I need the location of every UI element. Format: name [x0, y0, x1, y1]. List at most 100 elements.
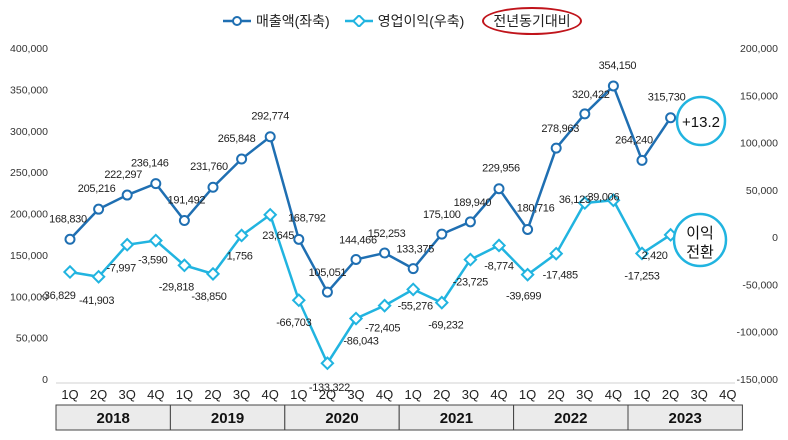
year-label: 2018 [97, 410, 130, 427]
revenue-data-label: 175,100 [423, 209, 461, 221]
left-axis-tick-label: 350,000 [10, 84, 48, 96]
revenue-point [207, 181, 219, 193]
operating-income-point [91, 269, 106, 284]
op-turnaround-text-line1: 이익 [686, 225, 714, 242]
operating-income-data-label: -66,703 [276, 317, 311, 329]
right-axis-tick-label: -50,000 [742, 279, 778, 291]
operating-income-point [520, 267, 535, 282]
revenue-data-label: 320,422 [572, 89, 610, 101]
operating-income-data-label: -17,253 [624, 270, 659, 282]
year-label: 2021 [440, 410, 473, 427]
right-axis-tick-label: 50,000 [746, 185, 778, 197]
revenue-data-label: 168,830 [49, 213, 87, 225]
revenue-point [293, 233, 305, 245]
op-turnaround-text-line2: 전환 [686, 244, 714, 261]
quarter-tick-label: 4Q [262, 387, 279, 402]
year-cell [284, 404, 400, 431]
quarter-tick-label: 1Q [61, 387, 78, 402]
right-axis-tick-label: -150,000 [737, 374, 779, 386]
right-axis-tick-label: 0 [772, 232, 778, 244]
revenue-point [636, 154, 648, 166]
operating-income-point [320, 356, 335, 371]
quarter-tick-label: 1Q [519, 387, 536, 402]
year-cell [627, 404, 743, 431]
quarter-tick-label: 4Q [147, 387, 164, 402]
operating-income-data-label: -72,405 [365, 323, 400, 335]
left-axis-tick-label: 100,000 [10, 291, 48, 303]
operating-income-data-label: -3,590 [138, 255, 168, 267]
revenue-data-label: 229,956 [482, 163, 520, 175]
left-axis-tick-label: 250,000 [10, 167, 48, 179]
quarter-tick-label: 2Q [662, 387, 679, 402]
revenue-point [178, 215, 190, 227]
revenue-data-label: 222,297 [104, 169, 142, 181]
revenue-point [121, 189, 133, 201]
op-turnaround-circle [672, 212, 728, 268]
operating-income-point [463, 252, 478, 267]
right-axis-tick-label: 200,000 [740, 43, 778, 55]
left-axis-tick-label: 150,000 [10, 250, 48, 262]
operating-income-data-label: -7,997 [107, 263, 137, 275]
revenue-point [93, 203, 105, 215]
operating-income-point [634, 246, 650, 261]
revenue-data-label: 265,848 [218, 133, 256, 145]
revenue-point [64, 233, 76, 245]
operating-income-point [291, 293, 306, 308]
quarter-tick-label: 4Q [490, 387, 507, 402]
operating-income-point [434, 295, 449, 310]
revenue-line [69, 83, 672, 295]
operating-income-data-label: -29,818 [159, 281, 194, 293]
operating-income-point [177, 258, 192, 273]
quarter-tick-label: 3Q [119, 387, 136, 402]
operating-income-line [69, 198, 672, 366]
revenue-point [407, 263, 419, 275]
revenue-data-label: 354,150 [599, 60, 637, 72]
revenue-data-label: 278,963 [541, 123, 579, 135]
quarter-tick-label: 1Q [405, 387, 422, 402]
year-label: 2022 [554, 410, 587, 427]
year-cell [513, 404, 629, 431]
revenue-data-label: 231,760 [190, 161, 228, 173]
quarter-tick-label: 2Q [319, 387, 336, 402]
right-axis-tick-label: -100,000 [737, 327, 779, 339]
operating-income-data-label: -38,850 [191, 291, 226, 303]
yoy-revenue-circle [675, 95, 727, 147]
left-axis-tick-label: 0 [42, 374, 48, 386]
revenue-data-label: 168,792 [288, 212, 326, 224]
operating-income-point [577, 195, 592, 211]
revenue-point [264, 131, 276, 143]
year-label: 2019 [211, 410, 244, 427]
operating-income-point [234, 228, 249, 243]
operating-income-point [120, 237, 135, 252]
operating-income-data-label: 1,756 [227, 250, 253, 262]
legend-operating-income: 영업이익(우축) [344, 11, 464, 31]
operating-income-data-label: 2,420 [642, 250, 668, 262]
left-axis-tick-label: 300,000 [10, 126, 48, 138]
operating-income-point [406, 282, 421, 297]
operating-income-data-label: -55,276 [398, 300, 433, 312]
revenue-legend-marker [223, 16, 251, 26]
revenue-point [464, 216, 476, 228]
operating-income-data-label: 36,123 [559, 194, 591, 206]
quarter-tick-label: 1Q [633, 387, 650, 402]
legend: 매출액(좌축) 영업이익(우축) 전년동기대비 [222, 7, 582, 35]
left-axis-tick-label: 50,000 [16, 333, 48, 345]
revenue-data-label: 152,253 [368, 228, 406, 240]
operating-income-data-label: -17,485 [543, 270, 578, 282]
revenue-point [665, 112, 677, 124]
operating-income-data-label: 23,645 [262, 230, 294, 242]
left-axis-tick-label: 400,000 [10, 43, 48, 55]
revenue-data-label: 205,216 [78, 183, 116, 195]
quarter-tick-label: 1Q [290, 387, 307, 402]
revenue-data-label: 133,375 [396, 244, 434, 256]
revenue-point [236, 153, 248, 165]
quarter-tick-label: 3Q [462, 387, 479, 402]
operating-income-data-label: -8,774 [484, 260, 514, 272]
quarter-tick-label: 1Q [176, 387, 193, 402]
operating-income-data-label: -41,903 [79, 295, 114, 307]
revenue-point [522, 223, 534, 235]
op-legend-marker [344, 15, 373, 27]
quarter-tick-label: 2Q [204, 387, 221, 402]
quarter-tick-label: 3Q [233, 387, 250, 402]
